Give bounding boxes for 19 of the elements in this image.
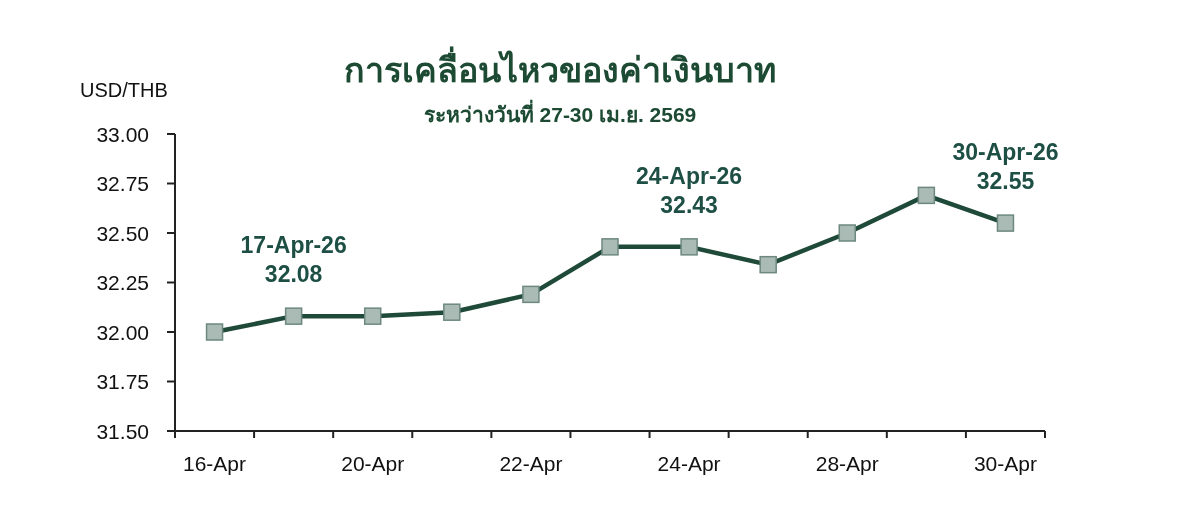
chart-subtitle: ระหว่างวันที่ 27-30 เม.ย. 2569: [423, 99, 697, 126]
annotation: 24-Apr-26 32.43: [636, 162, 743, 218]
y-tick-label: 32.75: [96, 172, 149, 196]
chart-title: การเคลื่อนไหวของค่าเงินบาท: [344, 46, 776, 89]
x-tick-label: 28-Apr: [815, 452, 879, 475]
y-tick-label: 31.75: [96, 370, 149, 394]
y-tick-label: 32.00: [96, 320, 149, 344]
y-tick-label: 32.25: [96, 271, 149, 295]
x-tick-label: 24-Apr: [657, 452, 721, 475]
y-tick-label: 31.50: [96, 419, 149, 443]
annotation: 17-Apr-26 32.08: [240, 232, 347, 288]
y-tick-label: 33.00: [96, 122, 149, 146]
x-tick-label: 22-Apr: [499, 452, 563, 475]
x-tick-label: 16-Apr: [183, 452, 247, 475]
y-axis-title: USD/THB: [80, 79, 168, 101]
y-tick-label: 32.50: [96, 221, 149, 245]
x-tick-label: 20-Apr: [341, 452, 405, 475]
annotation: 30-Apr-26 32.55: [952, 139, 1059, 195]
x-tick-label: 30-Apr: [973, 452, 1037, 475]
